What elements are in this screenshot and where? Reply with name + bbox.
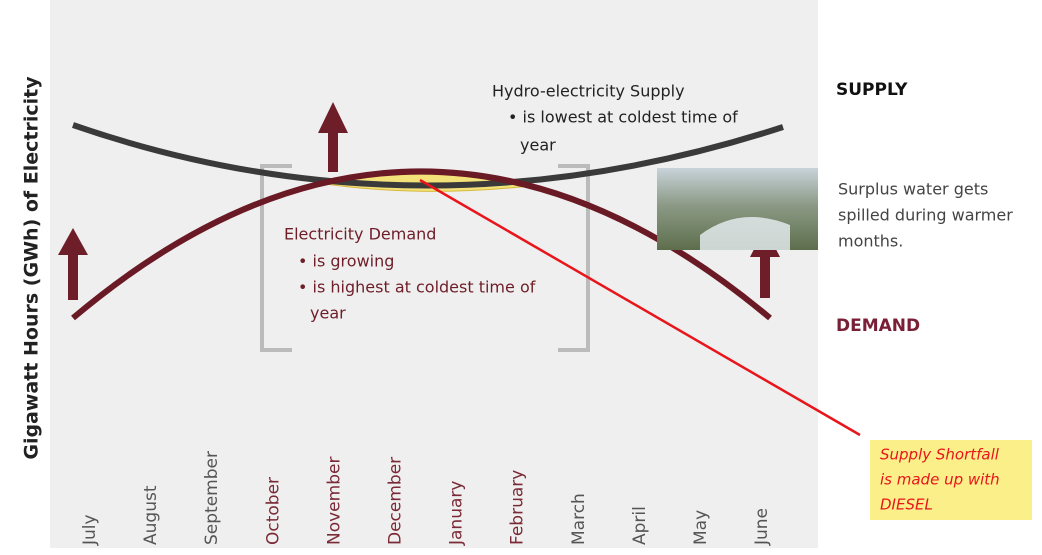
demand-note-line: • is growing: [298, 252, 394, 271]
month-label: July: [80, 514, 100, 546]
surplus-line: spilled during warmer: [838, 206, 1013, 225]
pointer-line: [419, 178, 861, 437]
y-axis-label: Gigawatt Hours (GWh) of Electricity: [21, 76, 43, 460]
callout-line: DIESEL: [880, 496, 933, 514]
bracket: [558, 164, 590, 352]
callout-line: Supply Shortfall: [880, 446, 1000, 464]
supply-label: SUPPLY: [836, 80, 908, 100]
surplus-line: months.: [838, 232, 903, 251]
panel: [50, 0, 818, 548]
month-label: October: [263, 477, 283, 545]
spillway: [700, 217, 790, 250]
supply-curve: [72, 122, 784, 189]
supply-note-line: • is lowest at coldest time of: [508, 108, 738, 127]
month-label: March: [569, 493, 589, 545]
highlight: [870, 440, 1032, 520]
month-label: December: [386, 457, 406, 545]
callout-line: is made up with: [880, 471, 1000, 489]
demand-note-line: • is highest at coldest time of: [298, 278, 536, 297]
demand-note-line: year: [310, 304, 346, 323]
month-label: August: [141, 485, 161, 545]
month-label: April: [630, 506, 650, 545]
surplus-line: Surplus water gets: [838, 180, 988, 199]
supply-note-line: year: [520, 136, 556, 155]
month-label: June: [752, 508, 772, 546]
bracket: [260, 164, 292, 352]
month-label: November: [324, 457, 344, 545]
month-label: February: [508, 470, 528, 545]
month-label: September: [202, 451, 222, 545]
supply-title: Hydro-electricity Supply: [492, 82, 685, 101]
month-label: May: [691, 510, 711, 545]
month-label: January: [447, 481, 467, 546]
demand-title: Electricity Demand: [284, 225, 436, 244]
demand-label: DEMAND: [836, 316, 920, 336]
